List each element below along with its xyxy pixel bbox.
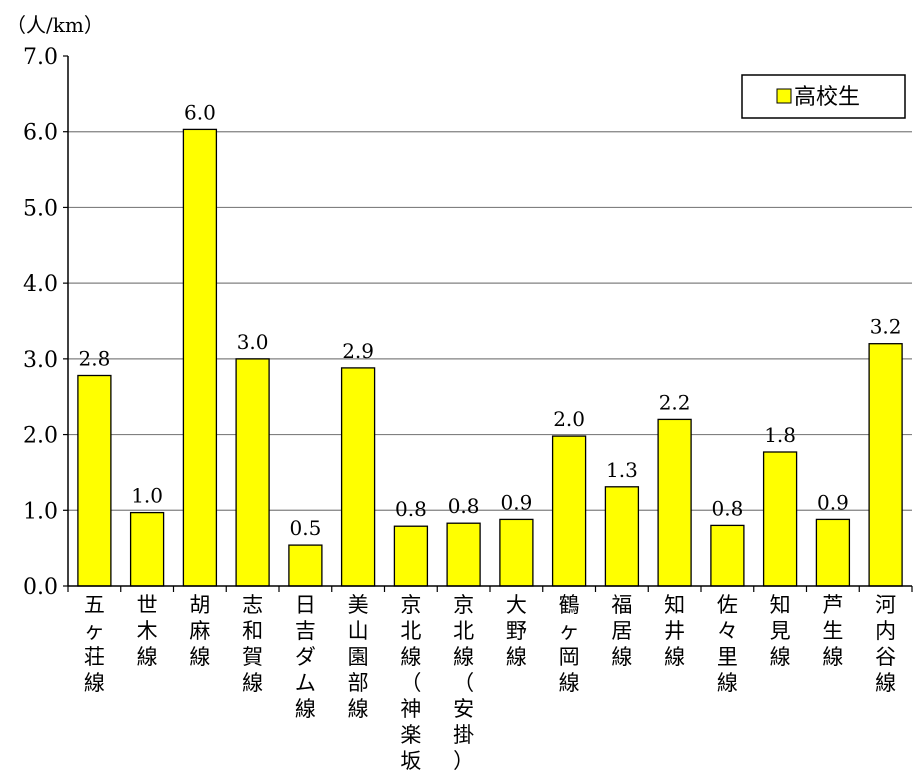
data-label: 1.8 [764,423,796,447]
category-label: 志和賀線 [242,593,263,695]
axes [63,55,913,592]
category-label: 胡麻線 [189,593,210,669]
data-label: 2.9 [342,339,374,363]
bar [710,524,745,587]
category-label: 世木線 [137,593,158,669]
legend-swatch [776,88,792,104]
data-labels: 2.8 1.0 6.0 3.0 0.5 2.9 0.8 0.8 0.9 2.0 1.3 2.2 0.8 1… [78,100,901,540]
data-label: 3.0 [237,330,269,354]
y-tick-label: 2.0 [23,424,58,449]
bar [446,522,481,587]
category-label: 福居線 [611,593,632,669]
data-label: 2.0 [553,407,585,431]
category-label: 京北線（神楽坂） [400,593,421,771]
bar [604,486,640,587]
data-label: 0.9 [500,490,532,514]
data-label: 0.5 [289,516,321,540]
y-tick-label: 1.0 [23,499,58,524]
data-label: 0.8 [711,496,743,520]
bar [393,525,429,587]
bar [77,374,112,587]
category-label: 京北線（安掛） [453,593,474,771]
data-label: 6.0 [184,100,216,124]
y-axis-unit-label: （人/km） [6,13,104,37]
data-label: 1.3 [606,458,638,482]
bar [235,358,270,587]
y-tick-label: 5.0 [23,196,58,221]
bar [551,435,587,587]
category-label: 日吉ダム線 [295,593,316,721]
y-tick-label: 0.0 [23,575,58,600]
data-label: 2.8 [78,347,110,371]
category-labels: 五ヶ荘線 世木線 胡麻線 志和賀線 日吉ダム線 美山園部線 京北線（神楽坂） 京北線（安掛） 大… [84,593,896,771]
bar [182,128,218,587]
category-label: 鶴ヶ岡線 [559,593,580,695]
y-tick-label: 7.0 [23,45,58,70]
data-label: 2.2 [659,390,691,414]
legend-box [741,74,906,119]
bar [129,511,165,587]
legend-label: 高校生 [794,85,860,110]
legend: 高校生 [741,74,906,119]
y-axis-ticks: 0.0 1.0 2.0 3.0 4.0 5.0 6.0 7.0 [23,45,58,600]
y-tick-label: 4.0 [23,272,58,297]
bar [340,367,376,587]
category-label: 佐々里線 [717,593,738,695]
data-label: 0.8 [395,497,427,521]
data-label: 1.0 [131,484,163,508]
category-label: 五ヶ荘線 [84,593,105,695]
data-label: 0.8 [448,494,480,518]
bar [815,518,851,587]
data-label: 0.9 [817,490,849,514]
category-label: 知見線 [770,593,791,669]
bar [499,518,534,587]
data-label: 3.2 [870,315,902,339]
category-label: 大野線 [506,593,527,669]
y-tick-label: 6.0 [23,121,58,146]
bar [762,451,798,587]
bars [77,128,903,587]
category-label: 美山園部線 [348,593,369,721]
category-label: 芦生線 [822,593,843,669]
category-label: 河内谷線 [875,593,896,695]
bar [657,418,692,587]
bar [288,544,323,587]
category-label: 知井線 [664,593,685,669]
bar [868,343,903,587]
y-tick-label: 3.0 [23,348,58,373]
